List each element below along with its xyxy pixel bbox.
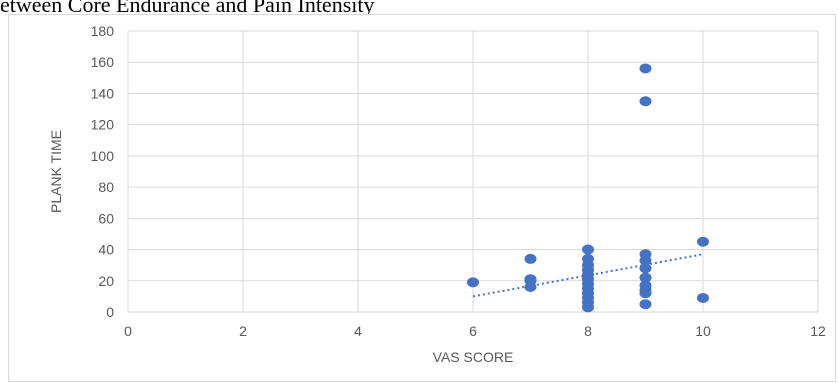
data-points (467, 63, 709, 313)
data-point (697, 292, 709, 303)
scatter-chart: 0 20 40 60 80 100 120 140 160 180 0 2 4 6 8 10 12 PLANK… (48, 23, 826, 365)
x-tick-label: 10 (695, 323, 711, 339)
x-tick-label: 6 (469, 323, 477, 339)
y-tick-label: 140 (91, 85, 115, 101)
chart-area: 0 20 40 60 80 100 120 140 160 180 0 2 4 6 8 10 12 PLANK… (8, 14, 836, 382)
x-tick-label: 12 (810, 323, 826, 339)
chart-title: etween Core Endurance and Pain Intensity (0, 0, 375, 17)
x-axis-title: VAS SCORE (433, 349, 514, 365)
data-point (639, 272, 652, 283)
y-tick-label: 60 (98, 210, 114, 226)
y-axis-ticks: 0 20 40 60 80 100 120 140 160 180 (91, 23, 115, 320)
data-point (582, 244, 594, 255)
y-axis-title: PLANK TIME (48, 130, 64, 213)
y-tick-label: 40 (98, 242, 114, 258)
y-tick-label: 180 (91, 23, 115, 39)
y-tick-label: 100 (91, 148, 115, 164)
x-axis-ticks: 0 2 4 6 8 10 12 (124, 323, 826, 339)
data-point (524, 282, 537, 293)
data-point (467, 277, 479, 288)
y-tick-label: 160 (91, 54, 115, 70)
x-tick-label: 8 (584, 323, 592, 339)
gridlines (127, 30, 819, 313)
y-tick-label: 20 (98, 273, 114, 289)
data-point (639, 299, 652, 310)
data-point (697, 236, 709, 247)
data-point (524, 253, 537, 264)
x-tick-label: 4 (354, 323, 362, 339)
data-point (582, 302, 594, 313)
data-point (639, 96, 652, 107)
x-tick-label: 2 (239, 323, 247, 339)
data-point (639, 63, 652, 74)
y-tick-label: 80 (98, 179, 114, 195)
data-point (639, 255, 652, 266)
x-tick-label: 0 (124, 323, 132, 339)
data-point (639, 263, 652, 274)
y-tick-label: 120 (91, 117, 115, 133)
y-tick-label: 0 (106, 304, 114, 320)
data-point (639, 288, 652, 299)
